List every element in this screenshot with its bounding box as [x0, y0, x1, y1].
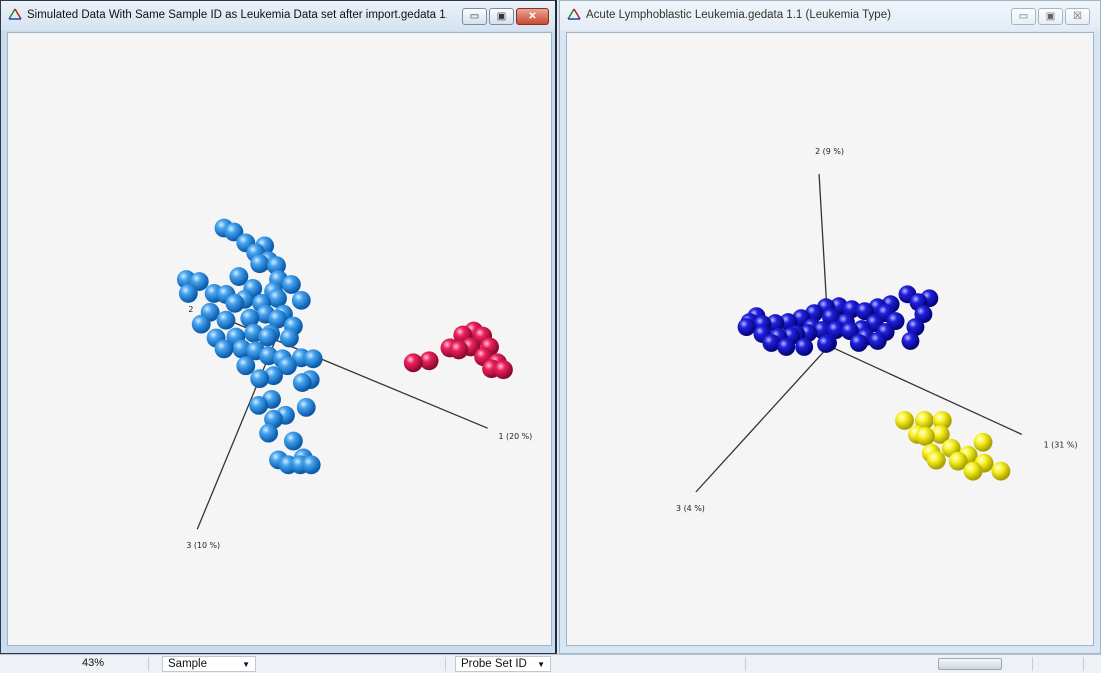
yellow-sphere — [895, 411, 914, 430]
blue-sphere — [849, 334, 868, 352]
probe-set-dropdown[interactable]: Probe Set ID ▼ — [455, 656, 551, 672]
blue-sphere — [250, 254, 270, 274]
left-3d-scatter-plot[interactable]: 1 (20 %) 3 (10 %) 2 — [7, 32, 552, 646]
blue-sphere — [817, 335, 835, 353]
blue-sphere — [855, 302, 874, 321]
blue-sphere — [268, 309, 287, 329]
chevron-down-icon: ▼ — [537, 660, 545, 669]
yellow-sphere — [973, 432, 993, 452]
close-button[interactable]: ☒ — [1065, 8, 1090, 25]
yellow-sphere — [930, 424, 950, 444]
yellow-sphere — [926, 450, 946, 470]
status-bar: 43% Sample ▼ Probe Set ID ▼ — [0, 654, 1101, 673]
blue-sphere — [296, 397, 316, 417]
blue-sphere — [762, 334, 781, 352]
blue-sphere — [901, 332, 920, 350]
status-divider — [1032, 657, 1033, 671]
blue-sphere — [178, 284, 198, 303]
blue-sphere — [777, 338, 796, 356]
axis-3-label: 3 (10 %) — [186, 541, 220, 550]
status-divider — [445, 657, 446, 671]
axis-2-label: 2 (9 %) — [815, 147, 844, 156]
left-window-titlebar[interactable]: Simulated Data With Same Sample ID as Le… — [1, 1, 555, 31]
yellow-sphere — [991, 461, 1011, 481]
blue-sphere — [827, 321, 845, 339]
right-plot-window: Acute Lymphoblastic Leukemia.gedata 1.1 … — [559, 0, 1101, 654]
restore-button[interactable]: ▣ — [489, 8, 514, 25]
axis-3-label: 3 (4 %) — [676, 504, 705, 513]
status-divider — [148, 657, 149, 671]
probe-set-dropdown-value: Probe Set ID — [461, 658, 527, 670]
yellow-sphere — [915, 426, 935, 446]
axis-3-line — [695, 345, 830, 493]
blue-sphere — [250, 369, 270, 389]
pca-plot-icon — [8, 8, 22, 20]
left-window-title: Simulated Data With Same Sample ID as Le… — [27, 9, 447, 21]
blue-sphere — [225, 293, 245, 313]
axis-2-label: 2 — [188, 305, 193, 314]
left-plot-window: Simulated Data With Same Sample ID as Le… — [0, 0, 557, 654]
yellow-sphere — [914, 411, 934, 430]
blue-sphere — [291, 290, 311, 310]
restore-button[interactable]: ▣ — [1038, 8, 1063, 25]
status-divider — [1083, 657, 1084, 671]
blue-sphere — [906, 318, 925, 337]
blue-sphere — [189, 272, 209, 291]
status-divider — [745, 657, 746, 671]
blue-sphere — [214, 339, 234, 359]
blue-sphere — [191, 314, 211, 334]
blue-sphere — [236, 356, 256, 376]
yellow-sphere — [932, 411, 952, 430]
axis-1-label: 1 (20 %) — [498, 432, 532, 441]
right-window-title: Acute Lymphoblastic Leukemia.gedata 1.1 … — [586, 9, 891, 21]
status-scroll-handle[interactable] — [938, 658, 1002, 670]
yellow-sphere — [948, 451, 968, 471]
blue-sphere — [240, 308, 260, 328]
blue-sphere — [258, 327, 278, 347]
blue-sphere — [303, 349, 323, 369]
axis-1-line — [828, 345, 1023, 435]
blue-sphere — [281, 275, 301, 294]
close-button[interactable]: ✕ — [516, 8, 549, 25]
blue-sphere — [216, 310, 236, 330]
red-sphere — [494, 360, 513, 380]
red-sphere — [449, 340, 469, 360]
blue-sphere — [224, 222, 244, 242]
blue-sphere — [292, 373, 312, 393]
blue-sphere — [279, 328, 299, 348]
blue-sphere — [301, 455, 321, 475]
blue-sphere — [268, 288, 287, 308]
chevron-down-icon: ▼ — [242, 660, 250, 669]
sample-dropdown-value: Sample — [168, 658, 207, 670]
sample-dropdown[interactable]: Sample ▼ — [162, 656, 256, 672]
blue-sphere — [232, 339, 252, 359]
blue-sphere — [249, 395, 269, 415]
blue-sphere — [278, 356, 297, 376]
blue-sphere — [259, 423, 279, 443]
right-3d-scatter-plot[interactable]: 2 (9 %) 1 (31 %) 3 (4 %) — [566, 32, 1094, 646]
sphere-cluster-group — [176, 218, 513, 475]
zoom-level: 43% — [82, 657, 105, 669]
axis-1-label: 1 (31 %) — [1044, 440, 1078, 449]
blue-sphere — [283, 431, 303, 451]
blue-sphere — [267, 256, 286, 276]
blue-sphere — [766, 314, 785, 333]
pca-plot-icon — [567, 8, 581, 20]
red-sphere — [403, 353, 423, 373]
blue-sphere — [229, 267, 249, 286]
sphere-cluster-group — [737, 285, 1011, 481]
blue-sphere — [868, 332, 887, 350]
right-window-titlebar[interactable]: Acute Lymphoblastic Leukemia.gedata 1.1 … — [560, 1, 1100, 31]
minimize-button[interactable]: ▭ — [1011, 8, 1036, 25]
blue-sphere — [914, 305, 933, 324]
red-sphere — [419, 351, 439, 371]
blue-sphere — [737, 318, 756, 337]
blue-sphere — [795, 338, 814, 356]
yellow-sphere — [963, 461, 983, 481]
minimize-button[interactable]: ▭ — [462, 8, 487, 25]
